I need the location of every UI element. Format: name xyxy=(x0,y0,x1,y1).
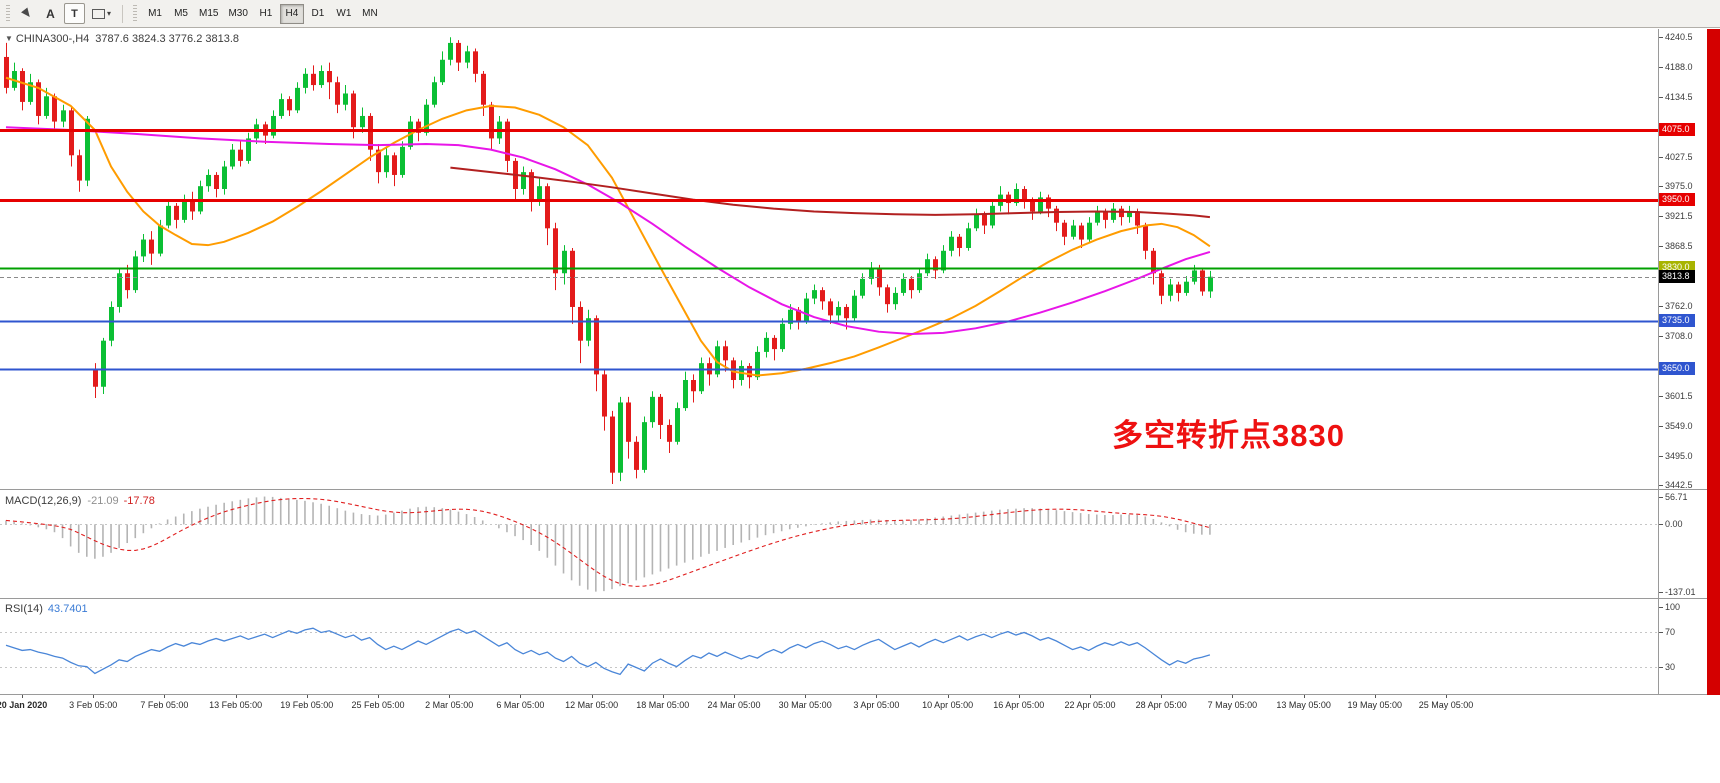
time-axis-label: 30 Mar 05:00 xyxy=(778,700,832,710)
timeframe-button-d1[interactable]: D1 xyxy=(306,4,330,24)
price-tick-label: 3868.5 xyxy=(1665,241,1693,251)
cursor-icon xyxy=(20,7,33,20)
time-axis-label: 18 Mar 05:00 xyxy=(636,700,690,710)
time-axis-label: 19 May 05:00 xyxy=(1347,700,1403,710)
text-tool-button[interactable]: A xyxy=(40,3,61,24)
timeframe-button-m1[interactable]: M1 xyxy=(143,4,167,24)
time-axis-label: 20 Jan 2020 xyxy=(0,700,48,710)
rsi-scale-label: 70 xyxy=(1665,627,1676,637)
price-tick-label: 4188.0 xyxy=(1665,62,1693,72)
time-axis-label: 3 Feb 05:00 xyxy=(69,700,118,710)
chart-title: ▼ CHINA300-,H4 3787.6 3824.3 3776.2 3813.8 xyxy=(5,33,239,45)
macd-scale-label: 56.71 xyxy=(1665,492,1688,502)
toolbar-grip[interactable] xyxy=(6,4,10,23)
macd-scale-label: -137.01 xyxy=(1665,587,1696,597)
timeframe-button-mn[interactable]: MN xyxy=(358,4,382,24)
price-tick-label: 3495.0 xyxy=(1665,451,1693,461)
time-axis-label: 12 Mar 05:00 xyxy=(565,700,619,710)
toolbar-separator xyxy=(122,4,124,23)
price-level-badge[interactable]: 3650.0 xyxy=(1659,362,1695,375)
price-tick-label: 3921.5 xyxy=(1665,211,1693,221)
macd-panel-label: MACD(12,26,9) -21.09 -17.78 xyxy=(5,495,155,507)
timeframe-button-m15[interactable]: M15 xyxy=(195,4,222,24)
timeframe-button-w1[interactable]: W1 xyxy=(332,4,356,24)
time-axis-label: 24 Mar 05:00 xyxy=(707,700,761,710)
timeframe-toolbar-grip[interactable] xyxy=(133,4,138,23)
time-axis-label: 16 Apr 05:00 xyxy=(993,700,1045,710)
symbol-period-label: CHINA300-,H4 xyxy=(15,33,90,45)
time-axis-label: 19 Feb 05:00 xyxy=(280,700,334,710)
timeframe-button-m5[interactable]: M5 xyxy=(169,4,193,24)
price-tick-label: 4240.5 xyxy=(1665,32,1693,42)
timeframe-group: M1 M5 M15 M30 H1 H4 D1 W1 MN xyxy=(143,3,382,24)
shapes-tool-button[interactable]: ▾ xyxy=(88,3,115,24)
chart-annotation-text[interactable]: 多空转折点3830 xyxy=(1112,418,1345,453)
timeframe-button-m30[interactable]: M30 xyxy=(224,4,251,24)
price-tick-label: 3708.0 xyxy=(1665,331,1693,341)
rsi-scale-label: 100 xyxy=(1665,602,1681,612)
price-tick-label: 3762.0 xyxy=(1665,301,1693,311)
rsi-panel-label: RSI(14) 43.7401 xyxy=(5,603,88,615)
rsi-value: 43.7401 xyxy=(47,603,88,615)
macd-scale-label: 0.00 xyxy=(1665,519,1683,529)
time-axis-label: 3 Apr 05:00 xyxy=(853,700,900,710)
toolbar: A T ▾ M1 M5 M15 M30 H1 H4 D1 W1 MN xyxy=(0,0,1720,28)
rsi-scale-label: 30 xyxy=(1665,662,1676,672)
time-axis-label: 22 Apr 05:00 xyxy=(1064,700,1116,710)
price-level-badge[interactable]: 3813.8 xyxy=(1659,270,1695,283)
time-axis-label: 25 May 05:00 xyxy=(1418,700,1474,710)
time-axis-label: 7 Feb 05:00 xyxy=(140,700,189,710)
timeframe-button-h4[interactable]: H4 xyxy=(279,3,304,24)
price-tick-label: 3549.0 xyxy=(1665,421,1693,431)
price-level-badge[interactable]: 3735.0 xyxy=(1659,314,1695,327)
symbol-dropdown-icon[interactable]: ▼ xyxy=(5,34,13,43)
macd-indicator-name: MACD(12,26,9) xyxy=(5,495,82,507)
macd-main-value: -21.09 xyxy=(87,495,119,507)
price-level-badge[interactable]: 3950.0 xyxy=(1659,193,1695,206)
time-axis-label: 2 Mar 05:00 xyxy=(425,700,474,710)
time-axis-label: 28 Apr 05:00 xyxy=(1135,700,1187,710)
price-tick-label: 4134.5 xyxy=(1665,92,1693,102)
timeframe-button-h1[interactable]: H1 xyxy=(254,4,278,24)
time-axis-label: 13 May 05:00 xyxy=(1276,700,1331,710)
label-tool-button[interactable]: T xyxy=(64,3,85,24)
rsi-indicator-name: RSI(14) xyxy=(5,603,43,615)
chevron-down-icon: ▾ xyxy=(107,8,112,18)
price-tick-label: 4027.5 xyxy=(1665,152,1693,162)
time-axis-label: 13 Feb 05:00 xyxy=(209,700,263,710)
price-tick-label: 3442.5 xyxy=(1665,480,1693,490)
time-axis-label: 6 Mar 05:00 xyxy=(496,700,545,710)
time-axis-label: 10 Apr 05:00 xyxy=(922,700,974,710)
shapes-icon xyxy=(92,8,105,19)
price-tick-label: 3975.0 xyxy=(1665,181,1693,191)
macd-signal-value: -17.78 xyxy=(123,495,155,507)
price-tick-label: 3601.5 xyxy=(1665,391,1693,401)
ohlc-values: 3787.6 3824.3 3776.2 3813.8 xyxy=(95,33,240,45)
time-axis-label: 25 Feb 05:00 xyxy=(351,700,405,710)
price-level-badge[interactable]: 4075.0 xyxy=(1659,123,1695,136)
time-axis-label: 7 May 05:00 xyxy=(1207,700,1258,710)
cursor-tool-button[interactable] xyxy=(16,3,37,24)
